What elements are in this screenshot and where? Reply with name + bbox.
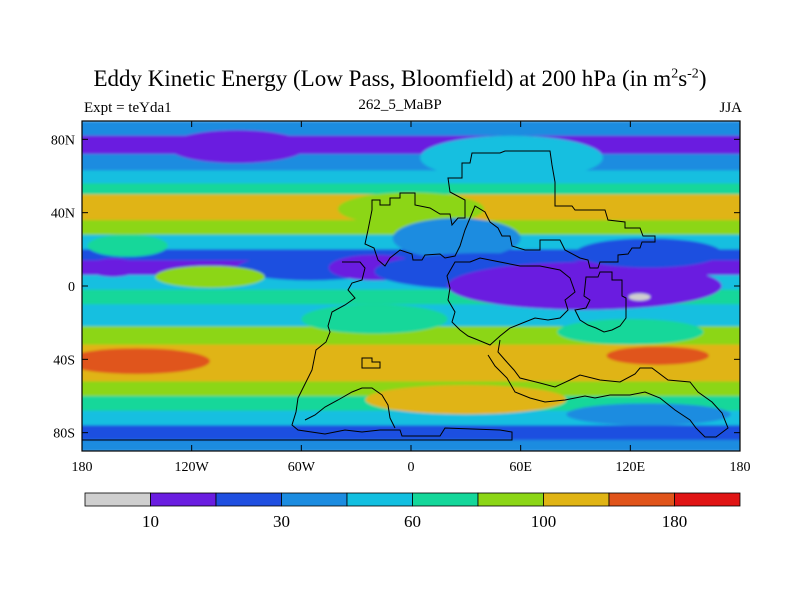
- continent-outline-south-inner: [304, 387, 396, 429]
- colorbar-swatch-6: [477, 492, 544, 507]
- colorbar-swatch-4: [346, 492, 413, 507]
- colorbar-swatch-8: [608, 492, 675, 507]
- contour-region-5: [87, 258, 139, 277]
- contour-region-14: [82, 348, 210, 374]
- continent-outline-equatorial: [446, 257, 576, 346]
- contour-region-15: [606, 346, 709, 365]
- contour-region-4: [87, 234, 168, 257]
- subtitle-center: 262_5_MaBP: [358, 97, 442, 113]
- colorbar-label-0: 10: [142, 512, 159, 531]
- subtitle-right: JJA: [719, 100, 742, 116]
- x-tick-label-2: 60W: [288, 460, 316, 475]
- chart-title: Eddy Kinetic Energy (Low Pass, Bloomfiel…: [93, 66, 707, 91]
- contour-region-11: [575, 238, 722, 268]
- x-tick-label-3: 0: [408, 460, 415, 475]
- band-3: [82, 170, 740, 184]
- continent-outline-south-lake: [361, 357, 381, 369]
- contour-region-8: [155, 265, 265, 288]
- contour-field: [82, 121, 740, 451]
- contour-region-0: [167, 130, 307, 164]
- colorbar-swatch-1: [150, 492, 217, 507]
- axes: 180 120W 60W 0 60E 120E 180 80N 40N 0 40S 80S: [51, 121, 751, 475]
- band-2: [82, 154, 740, 172]
- colorbar-label-2: 60: [404, 512, 421, 531]
- colorbar-label-1: 30: [273, 512, 290, 531]
- x-tick-label-5: 120E: [616, 460, 646, 475]
- colorbar-swatch-5: [412, 492, 479, 507]
- y-tick-label-0: 80N: [51, 133, 75, 148]
- colorbar-swatch-2: [215, 492, 282, 507]
- x-tick-label-0: 180: [72, 460, 93, 475]
- continent-outline-north: [364, 150, 656, 269]
- y-tick-label-3: 40S: [53, 353, 75, 368]
- band-4: [82, 183, 740, 195]
- y-tick-label-1: 40N: [51, 207, 75, 222]
- contour-region-3: [392, 218, 521, 259]
- colorbar-label-4: 180: [662, 512, 688, 531]
- subtitle-left: Expt = teYda1: [84, 100, 172, 116]
- band-8: [82, 249, 740, 261]
- x-tick-label-6: 180: [730, 460, 751, 475]
- colorbar-label-3: 100: [531, 512, 557, 531]
- y-tick-label-4: 80S: [53, 427, 75, 442]
- continent-outlines: [82, 150, 729, 441]
- colorbar-swatch-9: [674, 492, 741, 507]
- y-tick-label-2: 0: [68, 280, 75, 295]
- contour-region-17: [566, 403, 731, 426]
- contour-region-2: [337, 192, 485, 226]
- colorbar: 10 30 60 100 180: [84, 492, 741, 531]
- x-tick-label-1: 120W: [175, 460, 210, 475]
- continent-outline-east-lobe: [574, 271, 627, 333]
- contour-region-13: [557, 319, 704, 345]
- continent-outline-south: [82, 261, 729, 441]
- x-tick-label-4: 60E: [509, 460, 532, 475]
- colorbar-swatch-7: [543, 492, 610, 507]
- contour-region-1: [420, 135, 603, 180]
- contour-region-18: [628, 293, 651, 301]
- band-18: [82, 425, 740, 441]
- colorbar-swatch-0: [84, 492, 151, 507]
- contour-region-12: [301, 304, 448, 334]
- colorbar-swatch-3: [281, 492, 348, 507]
